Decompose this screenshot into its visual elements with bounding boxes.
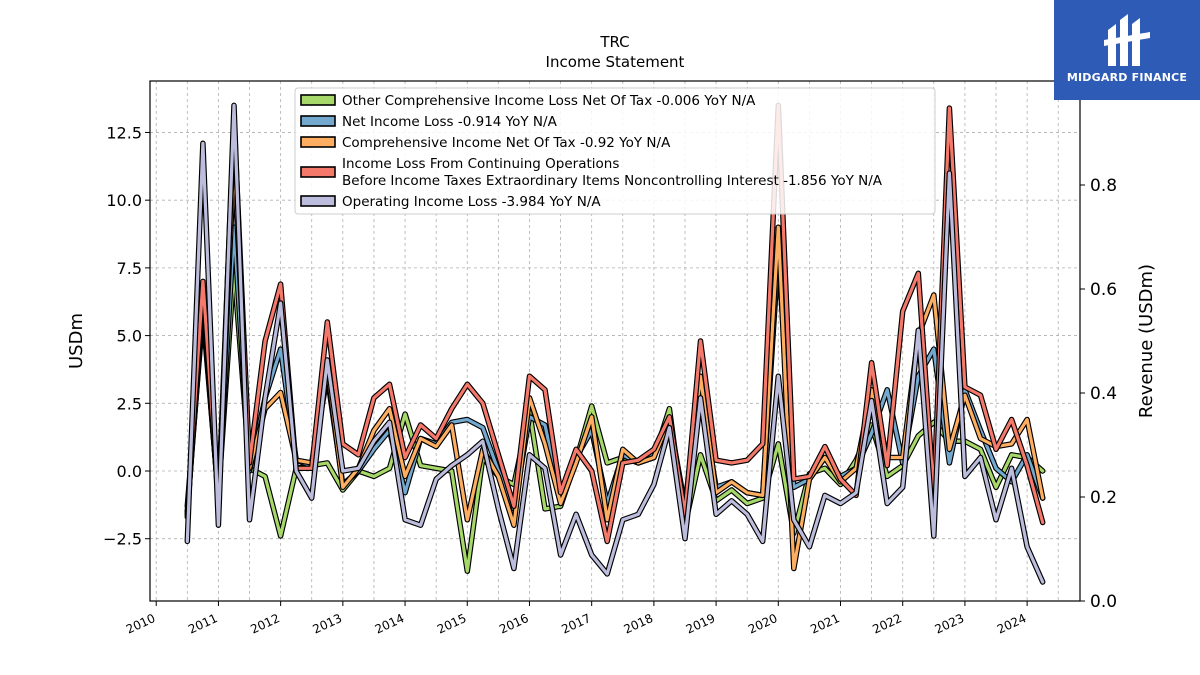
- legend-swatch: [300, 195, 336, 207]
- y-tick-label: 2.5: [117, 394, 142, 413]
- x-tick-label: 2024: [995, 611, 1029, 637]
- chart-subtitle: Income Statement: [546, 53, 685, 71]
- x-tick-label: 2019: [684, 611, 718, 637]
- x-tick-label: 2011: [186, 611, 220, 637]
- legend-entry: Comprehensive Income Net Of Tax -0.92 Yo…: [342, 135, 671, 151]
- legend-swatch: [300, 136, 336, 148]
- x-tick-label: 2018: [622, 611, 656, 637]
- series-line: [185, 266, 1045, 573]
- brand-logo: MIDGARD FINANCE: [1054, 0, 1200, 100]
- y-tick-label: −2.5: [103, 530, 142, 549]
- y-axis-label: USDm: [66, 313, 87, 369]
- y-tick-label: 12.5: [106, 123, 142, 142]
- x-tick-label: 2014: [373, 611, 407, 637]
- x-tick-label: 2022: [870, 611, 904, 637]
- legend-entry: Other Comprehensive Income Loss Net Of T…: [342, 93, 756, 109]
- y-tick-label: 5.0: [117, 327, 142, 346]
- y-tick-label: 0.0: [117, 462, 142, 481]
- x-tick-label: 2012: [248, 611, 282, 637]
- y-tick-label: 10.0: [106, 191, 142, 210]
- series-line: [185, 103, 1045, 584]
- legend-swatch: [300, 94, 336, 106]
- x-tick-label: 2023: [933, 611, 967, 637]
- x-tick-label: 2020: [746, 611, 780, 637]
- series-line: [185, 103, 1045, 544]
- x-tick-label: 2013: [311, 611, 345, 637]
- legend-entry: Income Loss From Continuing Operations: [342, 156, 619, 172]
- y2-tick-label: 0.2: [1090, 488, 1117, 508]
- chart-title: TRC: [599, 33, 629, 51]
- y2-tick-label: 0.8: [1090, 176, 1117, 196]
- legend-entry: Operating Income Loss -3.984 YoY N/A: [342, 194, 601, 210]
- legend-swatch: [300, 115, 336, 127]
- legend-swatch: [300, 166, 336, 178]
- legend-entry: Net Income Loss -0.914 YoY N/A: [342, 114, 558, 130]
- series-lines: [184, 102, 1046, 585]
- y2-tick-label: 0.0: [1090, 592, 1117, 612]
- plot-frame: [149, 80, 1081, 602]
- x-tick-label: 2015: [435, 611, 469, 637]
- y-tick-label: 7.5: [117, 259, 142, 278]
- x-tick-label: 2017: [559, 611, 593, 637]
- y2-tick-label: 0.4: [1090, 384, 1117, 404]
- brand-name: MIDGARD FINANCE: [1066, 71, 1188, 84]
- midgard-logo-icon: [1104, 14, 1150, 66]
- x-tick-label: 2016: [497, 611, 531, 637]
- legend-entry: Before Income Taxes Extraordinary Items …: [342, 173, 883, 189]
- x-tick-label: 2021: [808, 611, 842, 637]
- x-tick-label: 2010: [124, 611, 158, 637]
- legend: Other Comprehensive Income Loss Net Of T…: [294, 87, 936, 215]
- legend-box: [294, 87, 936, 215]
- y2-axis-label: Revenue (USDm): [1136, 264, 1157, 418]
- y2-tick-label: 0.6: [1090, 280, 1117, 300]
